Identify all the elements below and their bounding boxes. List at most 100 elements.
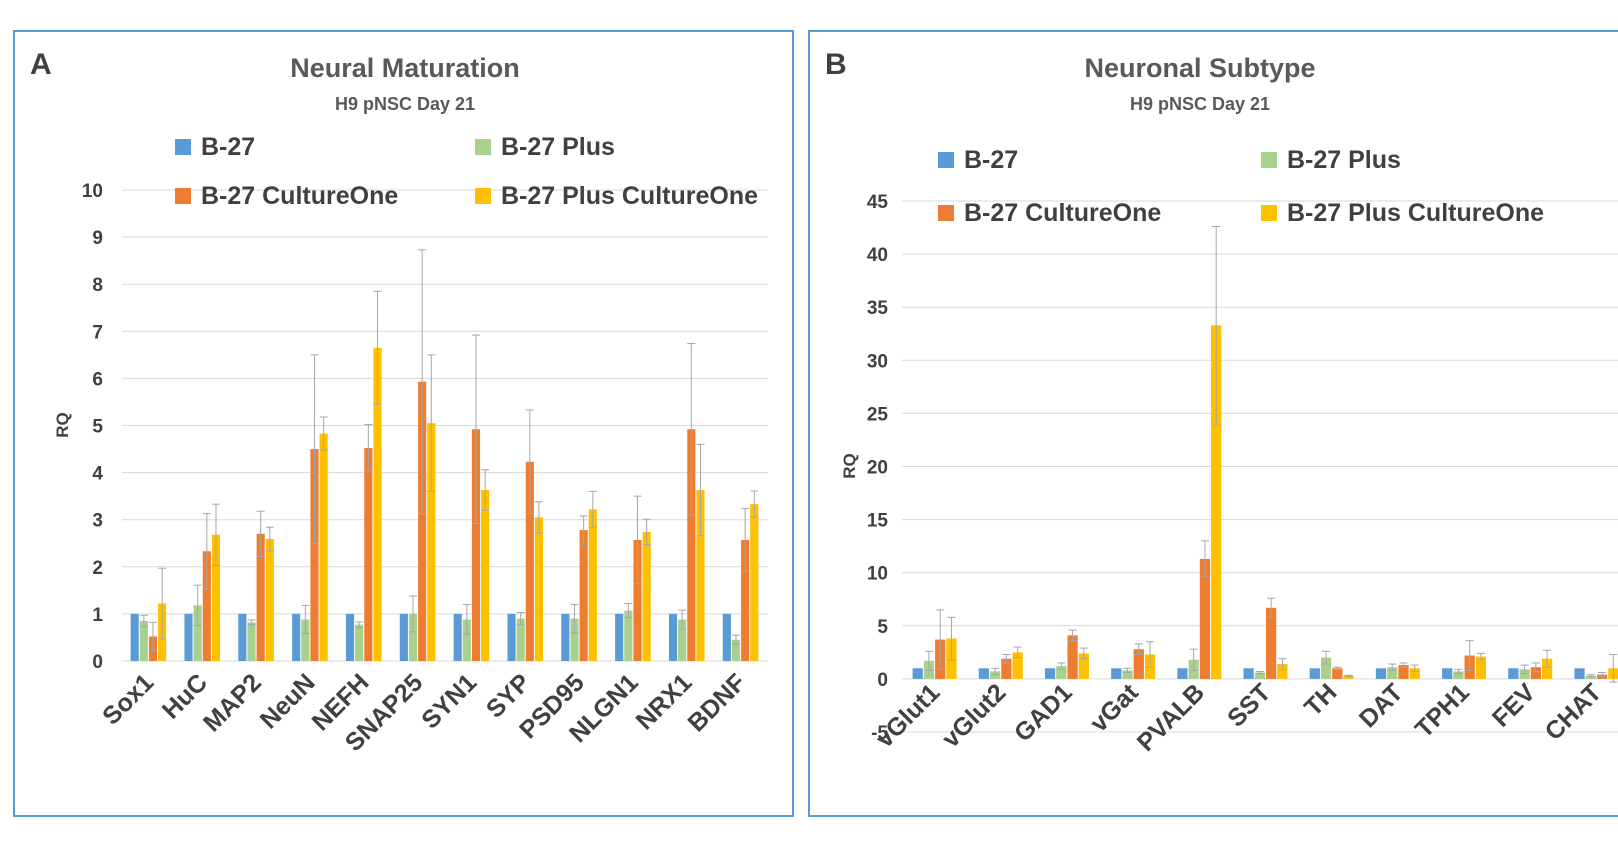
chart-subtitle: H9 pNSC Day 21 bbox=[1130, 94, 1270, 114]
bar-b27c1 bbox=[633, 539, 642, 661]
bar-b27plus bbox=[678, 619, 687, 661]
bar-b27plusc1 bbox=[211, 534, 221, 661]
bar-b27plusc1 bbox=[1475, 656, 1487, 679]
y-tick-label: 1 bbox=[92, 605, 103, 626]
legend: B-27 B-27 Plus B-27 CultureOne B-27 Plus Cu… bbox=[175, 133, 758, 210]
legend-swatch bbox=[175, 188, 191, 204]
y-tick-label: 9 bbox=[92, 228, 103, 249]
bar-b27plusc1 bbox=[1541, 658, 1553, 679]
bar-b27plusc1 bbox=[481, 490, 490, 661]
bar-b27 bbox=[615, 613, 624, 661]
bar-b27plus bbox=[247, 622, 256, 661]
y-tick-label: 25 bbox=[867, 404, 889, 425]
y-tick-label: 35 bbox=[867, 298, 889, 319]
bar-b27c1 bbox=[1332, 668, 1343, 679]
bar-b27plusc1 bbox=[373, 347, 382, 661]
y-tick-labels: -5 0 5 10 15 20 25 30 35 40 45 bbox=[867, 192, 889, 744]
y-tick-label: 0 bbox=[877, 670, 888, 691]
bar-b27plus bbox=[731, 639, 741, 661]
bar-b27 bbox=[1574, 668, 1585, 679]
category-label: SYN1 bbox=[416, 668, 482, 734]
category-label: Sox1 bbox=[97, 668, 159, 730]
chart-subtitle: H9 pNSC Day 21 bbox=[335, 94, 475, 114]
bar-b27 bbox=[399, 613, 408, 661]
bar-b27 bbox=[912, 668, 923, 679]
y-tick-label: 5 bbox=[92, 417, 103, 438]
bar-b27c1 bbox=[310, 449, 319, 661]
legend-label: B-27 CultureOne bbox=[201, 182, 398, 210]
bar-b27 bbox=[507, 613, 516, 661]
panel-b-neuronal-subtype: B Neuronal Subtype H9 pNSC Day 21 RQ -5 0… bbox=[808, 30, 1618, 817]
category-label: FEV bbox=[1487, 678, 1541, 732]
bar-b27plus bbox=[1056, 666, 1067, 679]
bar-b27 bbox=[1375, 668, 1387, 679]
bar-b27 bbox=[1243, 668, 1254, 679]
legend-label: B-27 bbox=[964, 146, 1018, 174]
category-label: vGat bbox=[1085, 678, 1145, 738]
category-label: DAT bbox=[1354, 678, 1409, 733]
bar-b27 bbox=[238, 613, 247, 661]
bar-b27plusc1 bbox=[1012, 652, 1023, 679]
bars bbox=[130, 249, 759, 661]
y-axis-label: RQ bbox=[840, 453, 859, 479]
bar-b27plusc1 bbox=[642, 531, 651, 661]
bar-b27c1 bbox=[525, 461, 534, 661]
bar-b27c1 bbox=[1266, 607, 1277, 679]
category-label: vGlut2 bbox=[937, 678, 1012, 753]
bar-b27plus bbox=[1387, 667, 1398, 679]
bar-b27 bbox=[292, 613, 301, 661]
y-tick-label: -5 bbox=[871, 723, 888, 744]
bar-b27c1 bbox=[1199, 558, 1211, 679]
y-tick-label: 10 bbox=[82, 181, 103, 202]
bar-b27c1 bbox=[1133, 649, 1144, 679]
bar-b27c1 bbox=[579, 530, 588, 661]
bar-b27plus bbox=[1254, 672, 1265, 679]
chart-a-svg: A Neural Maturation H9 pNSC Day 21 RQ 0 1… bbox=[30, 48, 768, 757]
x-tick-labels: Sox1HuCMAP2NeuNNEFHSNAP25SYN1SYPPSD95NLG… bbox=[97, 668, 751, 757]
chart-b-svg: B Neuronal Subtype H9 pNSC Day 21 RQ -5 0… bbox=[825, 48, 1618, 757]
category-label: CHAT bbox=[1540, 678, 1608, 746]
legend-label: B-27 Plus CultureOne bbox=[1287, 199, 1544, 227]
chart-title: Neural Maturation bbox=[290, 53, 520, 83]
bars bbox=[912, 225, 1618, 683]
y-axis-label: RQ bbox=[53, 412, 72, 438]
bar-b27 bbox=[453, 613, 462, 661]
bar-b27plus bbox=[570, 618, 579, 661]
bar-b27c1 bbox=[364, 448, 373, 661]
legend-swatch bbox=[1261, 205, 1277, 221]
bar-b27 bbox=[978, 668, 990, 679]
bar-b27plus bbox=[1585, 675, 1596, 679]
bar-b27c1 bbox=[741, 539, 750, 661]
y-tick-label: 40 bbox=[867, 245, 888, 266]
y-tick-label: 3 bbox=[92, 511, 103, 532]
legend-swatch bbox=[938, 205, 954, 221]
category-label: GAD1 bbox=[1009, 678, 1078, 747]
category-label: MAP2 bbox=[198, 668, 267, 737]
bar-b27plus bbox=[355, 624, 364, 661]
category-label: PVALB bbox=[1132, 678, 1210, 756]
bar-b27plusc1 bbox=[1409, 668, 1420, 679]
legend-label: B-27 bbox=[201, 133, 255, 161]
bar-b27 bbox=[184, 613, 193, 661]
bar-b27plus bbox=[990, 671, 1001, 679]
bar-b27 bbox=[1044, 668, 1056, 679]
legend-label: B-27 Plus bbox=[1287, 146, 1401, 174]
legend-swatch bbox=[1261, 152, 1277, 168]
y-tick-label: 4 bbox=[92, 464, 103, 485]
gridlines bbox=[902, 200, 1618, 733]
y-tick-labels: 0 1 2 3 4 5 6 7 8 9 10 bbox=[82, 181, 104, 673]
y-tick-label: 6 bbox=[92, 369, 103, 390]
y-tick-label: 30 bbox=[867, 351, 888, 372]
y-tick-label: 20 bbox=[867, 458, 888, 479]
panel-letter: B bbox=[825, 48, 847, 81]
bar-b27 bbox=[1508, 668, 1519, 679]
y-tick-label: 15 bbox=[867, 511, 889, 532]
bar-b27plusc1 bbox=[750, 504, 759, 661]
chart-title: Neuronal Subtype bbox=[1084, 53, 1315, 83]
bar-b27plusc1 bbox=[1078, 653, 1089, 679]
y-tick-label: 7 bbox=[92, 322, 103, 343]
category-label: TPH1 bbox=[1410, 678, 1475, 743]
legend: B-27 B-27 Plus B-27 CultureOne B-27 Plus Cu… bbox=[938, 146, 1544, 227]
bar-b27c1 bbox=[1001, 658, 1012, 679]
